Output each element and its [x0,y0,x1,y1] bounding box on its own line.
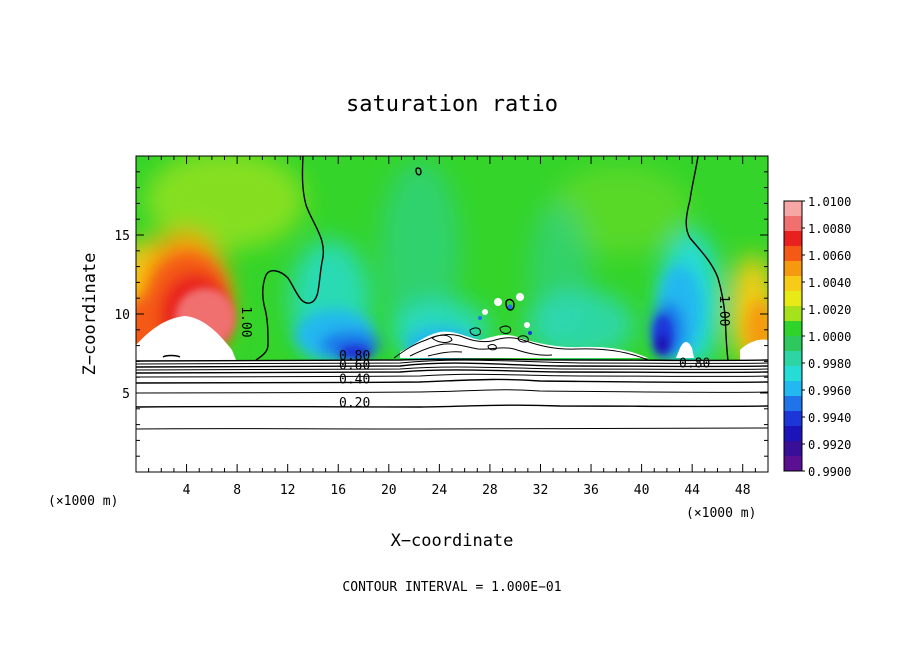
colorbar-label: 0.9920 [808,438,851,452]
contour-label: 0.80 [339,349,370,364]
colorbar-label: 1.0000 [808,330,851,344]
colorbar: 1.0100 1.0080 1.0060 1.0040 1.0020 1.0000 0.99… [783,195,851,479]
contour-label: 0.80 [679,357,710,372]
colorbar-swatch [784,321,802,337]
contour-lower-layers [136,358,768,430]
contour-labels: 1.00 1.000.800.600.400.200.80 [238,295,731,411]
contour-interval-note: CONTOUR INTERVAL = 1.000E−01 [342,580,561,595]
colorbar-swatch [784,261,802,277]
x-tick-label: 20 [381,483,397,498]
x-axis-label: X−coordinate [391,531,514,551]
colorbar-label: 1.0060 [808,249,851,263]
x-tick-label: 8 [233,483,241,498]
saturation-field [136,156,768,472]
colorbar-swatch [784,426,802,442]
colorbar-swatch [784,291,802,307]
colorbar-swatch [784,276,802,292]
colorbar-swatch [784,381,802,397]
x-tick-label: 12 [280,483,296,498]
x-tick-label: 28 [482,483,498,498]
x-unit-right: (×1000 m) [686,506,756,521]
colorbar-label: 1.0020 [808,303,851,317]
colorbar-swatch [784,351,802,367]
x-tick-label: 16 [330,483,346,498]
colorbar-swatch [784,246,802,262]
x-tick-label: 4 [183,483,191,498]
y-tick-label: 10 [114,308,130,323]
colorbar-swatch [784,456,802,472]
colorbar-label: 1.0040 [808,276,851,290]
contour-label: 0.20 [339,396,370,411]
contour-1.00 [162,156,729,361]
x-tick-label: 48 [735,483,751,498]
saturated-region [136,316,236,360]
x-axis: 4 8 12 16 20 24 28 32 36 40 44 48 [148,156,756,498]
colorbar-label: 0.9900 [808,465,851,479]
colorbar-swatch [784,336,802,352]
contour-cloud-edges [393,325,649,361]
x-tick-label: 32 [533,483,549,498]
contour-label: 0.40 [339,373,370,388]
colorbar-swatch [784,396,802,412]
y-axis: 5 10 15 [114,171,768,457]
colorbar-label: 0.9960 [808,384,851,398]
colorbar-swatch [784,216,802,232]
contour-label: 0.60 [339,358,370,373]
colorbar-swatch [784,306,802,322]
colorbar-label: 1.0080 [808,222,851,236]
x-tick-label: 36 [583,483,599,498]
y-tick-label: 15 [114,229,130,244]
colorbar-swatch [784,411,802,427]
x-tick-label: 24 [432,483,448,498]
colorbar-swatch [784,441,802,457]
colorbar-swatch [784,201,802,217]
x-tick-label: 40 [634,483,650,498]
colorbar-label: 0.9980 [808,357,851,371]
x-tick-label: 44 [684,483,700,498]
colorbar-label: 0.9940 [808,411,851,425]
x-unit-left: (×1000 m) [48,494,118,509]
colorbar-swatch [784,366,802,382]
y-tick-label: 5 [122,387,130,402]
chart-title: saturation ratio [346,92,558,117]
colorbar-label: 1.0100 [808,195,851,209]
y-axis-label: Z−coordinate [80,253,100,376]
contour-label: 1.00 [716,295,731,326]
contour-label: 1.00 [238,306,253,337]
colorbar-swatch [784,231,802,247]
